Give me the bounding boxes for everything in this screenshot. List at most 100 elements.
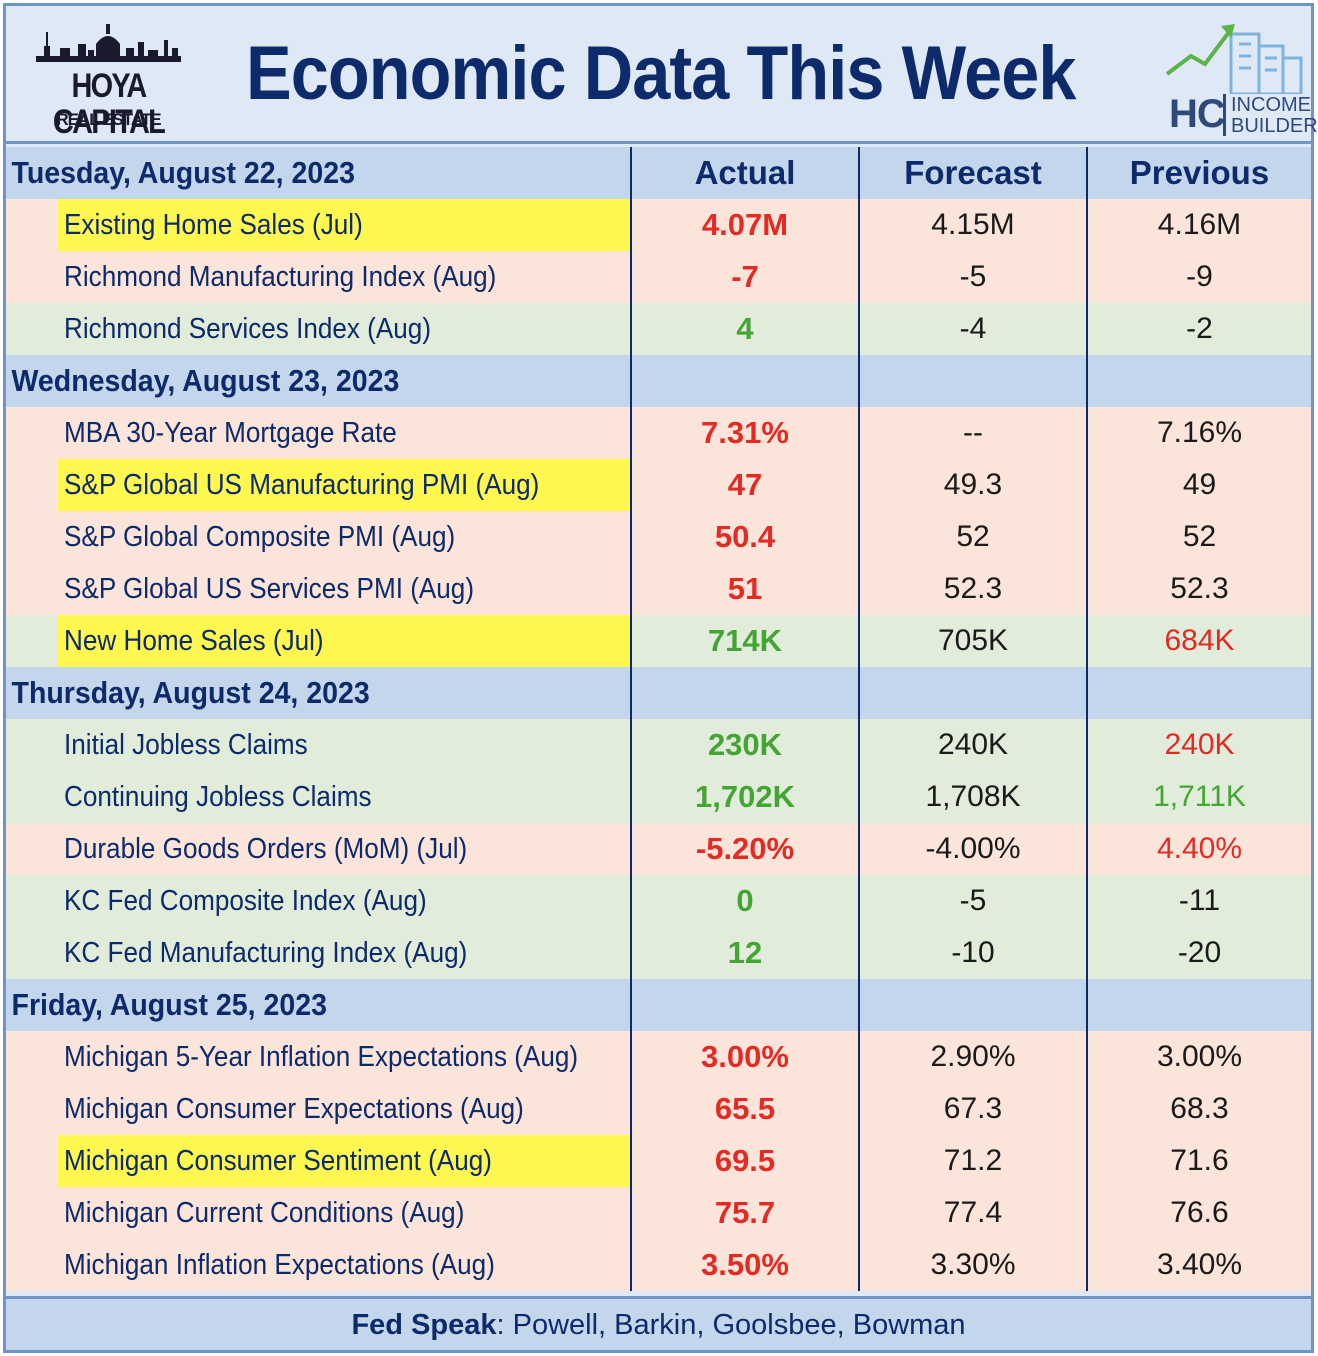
indicator-name-highlighted: S&P Global US Manufacturing PMI (Aug) <box>58 459 630 511</box>
forecast-value: 67.3 <box>858 1083 1086 1135</box>
column-header-actual <box>630 979 858 1031</box>
chart-growth-icon <box>1165 24 1303 96</box>
actual-value: 51 <box>630 563 858 615</box>
actual-value: 50.4 <box>630 511 858 563</box>
economic-calendar-card: HOYA CAPITAL REAL ESTATE Economic Data T… <box>3 3 1318 1353</box>
actual-value: 4 <box>630 303 858 355</box>
actual-value: 7.31% <box>630 407 858 459</box>
actual-value: 3.00% <box>630 1031 858 1083</box>
fed-speak-footer: Fed Speak: Powell, Barkin, Goolsbee, Bow… <box>6 1296 1311 1350</box>
column-header-previous <box>1086 355 1311 407</box>
previous-value: 49 <box>1086 459 1311 511</box>
table-row: Continuing Jobless Claims 1,702K 1,708K 1,7… <box>6 771 1311 823</box>
previous-value: 3.00% <box>1086 1031 1311 1083</box>
table-row: S&P Global US Services PMI (Aug) 51 52.3 52… <box>6 563 1311 615</box>
actual-value: 47 <box>630 459 858 511</box>
fed-speak-speakers: : Powell, Barkin, Goolsbee, Bowman <box>496 1309 966 1341</box>
indicator-name-cell: MBA 30-Year Mortgage Rate <box>6 407 630 459</box>
column-header-actual <box>630 355 858 407</box>
indicator-name-cell: S&P Global US Manufacturing PMI (Aug) <box>6 459 630 511</box>
indicator-name-cell: Richmond Services Index (Aug) <box>6 303 630 355</box>
table-row: Richmond Services Index (Aug) 4 -4 -2 <box>6 303 1311 355</box>
actual-value: 4.07M <box>630 199 858 251</box>
forecast-value: -4 <box>858 303 1086 355</box>
day-header-row: Thursday, August 24, 2023 <box>6 667 1311 719</box>
column-header-forecast <box>858 979 1086 1031</box>
indicator-name-cell: Durable Goods Orders (MoM) (Jul) <box>6 823 630 875</box>
indicator-name: Initial Jobless Claims <box>58 719 630 771</box>
indicator-name-cell: KC Fed Composite Index (Aug) <box>6 875 630 927</box>
table-row: KC Fed Manufacturing Index (Aug) 12 -10 -20 <box>6 927 1311 979</box>
indicator-name: KC Fed Composite Index (Aug) <box>58 875 630 927</box>
indicator-name: Michigan Consumer Expectations (Aug) <box>58 1083 630 1135</box>
indicator-name: Richmond Services Index (Aug) <box>58 303 630 355</box>
day-label: Tuesday, August 22, 2023 <box>11 155 355 190</box>
indicator-name-cell: S&P Global US Services PMI (Aug) <box>6 563 630 615</box>
indicator-name: MBA 30-Year Mortgage Rate <box>58 407 630 459</box>
table-row: S&P Global Composite PMI (Aug) 50.4 52 52 <box>6 511 1311 563</box>
hc-income-builder-logo: HC INCOME BUILDER <box>1161 14 1318 140</box>
indicator-name-text: Michigan Consumer Sentiment (Aug) <box>64 1145 492 1177</box>
forecast-value: 240K <box>858 719 1086 771</box>
forecast-value: 52 <box>858 511 1086 563</box>
previous-value: -11 <box>1086 875 1311 927</box>
indicator-name-text: S&P Global US Manufacturing PMI (Aug) <box>64 469 540 501</box>
forecast-value: -5 <box>858 251 1086 303</box>
actual-value: 12 <box>630 927 858 979</box>
fed-speak-label: Fed Speak <box>351 1309 497 1341</box>
indicator-name: Durable Goods Orders (MoM) (Jul) <box>58 823 630 875</box>
actual-value: 3.50% <box>630 1239 858 1291</box>
table-row: New Home Sales (Jul) 714K 705K 684K <box>6 615 1311 667</box>
day-label: Friday, August 25, 2023 <box>11 987 327 1022</box>
indicator-name-text: Michigan 5-Year Inflation Expectations (… <box>64 1041 579 1073</box>
forecast-value: 705K <box>858 615 1086 667</box>
indicator-name: Continuing Jobless Claims <box>58 771 630 823</box>
previous-value: 71.6 <box>1086 1135 1311 1187</box>
table-row: Michigan Inflation Expectations (Aug) 3.5… <box>6 1239 1311 1291</box>
indicator-name-text: Durable Goods Orders (MoM) (Jul) <box>64 833 468 865</box>
previous-value: 1,711K <box>1086 771 1311 823</box>
indicator-name-cell: Continuing Jobless Claims <box>6 771 630 823</box>
table-row: Richmond Manufacturing Index (Aug) -7 -5 -9 <box>6 251 1311 303</box>
indicator-name-cell: KC Fed Manufacturing Index (Aug) <box>6 927 630 979</box>
previous-value: 52.3 <box>1086 563 1311 615</box>
indicator-name-cell: Michigan Inflation Expectations (Aug) <box>6 1239 630 1291</box>
table-row: Michigan Consumer Expectations (Aug) 65.5… <box>6 1083 1311 1135</box>
forecast-value: -- <box>858 407 1086 459</box>
indicator-name-text: Michigan Inflation Expectations (Aug) <box>64 1249 495 1281</box>
indicator-name: S&P Global US Services PMI (Aug) <box>58 563 630 615</box>
indicator-name-text: Initial Jobless Claims <box>64 729 308 761</box>
indicator-name-cell: Initial Jobless Claims <box>6 719 630 771</box>
indicator-name-cell: Existing Home Sales (Jul) <box>6 199 630 251</box>
indicator-name: S&P Global Composite PMI (Aug) <box>58 511 630 563</box>
forecast-value: 1,708K <box>858 771 1086 823</box>
previous-value: 4.40% <box>1086 823 1311 875</box>
actual-value: 75.7 <box>630 1187 858 1239</box>
column-header-forecast: Forecast <box>858 147 1086 199</box>
forecast-value: 2.90% <box>858 1031 1086 1083</box>
indicator-name-text: MBA 30-Year Mortgage Rate <box>64 417 397 449</box>
forecast-value: 49.3 <box>858 459 1086 511</box>
skyline-icon <box>36 24 181 62</box>
hc-income-text: INCOME <box>1231 94 1311 116</box>
column-header-previous <box>1086 667 1311 719</box>
indicator-name: Michigan Current Conditions (Aug) <box>58 1187 630 1239</box>
header: HOYA CAPITAL REAL ESTATE Economic Data T… <box>6 6 1318 144</box>
forecast-value: -5 <box>858 875 1086 927</box>
table-row: Durable Goods Orders (MoM) (Jul) -5.20% -4… <box>6 823 1311 875</box>
indicator-name-cell: Richmond Manufacturing Index (Aug) <box>6 251 630 303</box>
previous-value: -2 <box>1086 303 1311 355</box>
indicator-name-cell: New Home Sales (Jul) <box>6 615 630 667</box>
day-label: Wednesday, August 23, 2023 <box>11 363 400 398</box>
hc-letters: HC <box>1169 92 1226 136</box>
actual-value: 230K <box>630 719 858 771</box>
previous-value: 684K <box>1086 615 1311 667</box>
column-header-forecast <box>858 355 1086 407</box>
actual-value: 0 <box>630 875 858 927</box>
previous-value: 240K <box>1086 719 1311 771</box>
indicator-name-text: KC Fed Manufacturing Index (Aug) <box>64 937 468 969</box>
hoya-capital-logo: HOYA CAPITAL REAL ESTATE <box>26 18 191 140</box>
indicator-name-text: Continuing Jobless Claims <box>64 781 372 813</box>
day-label: Thursday, August 24, 2023 <box>11 675 370 710</box>
table-row: KC Fed Composite Index (Aug) 0 -5 -11 <box>6 875 1311 927</box>
